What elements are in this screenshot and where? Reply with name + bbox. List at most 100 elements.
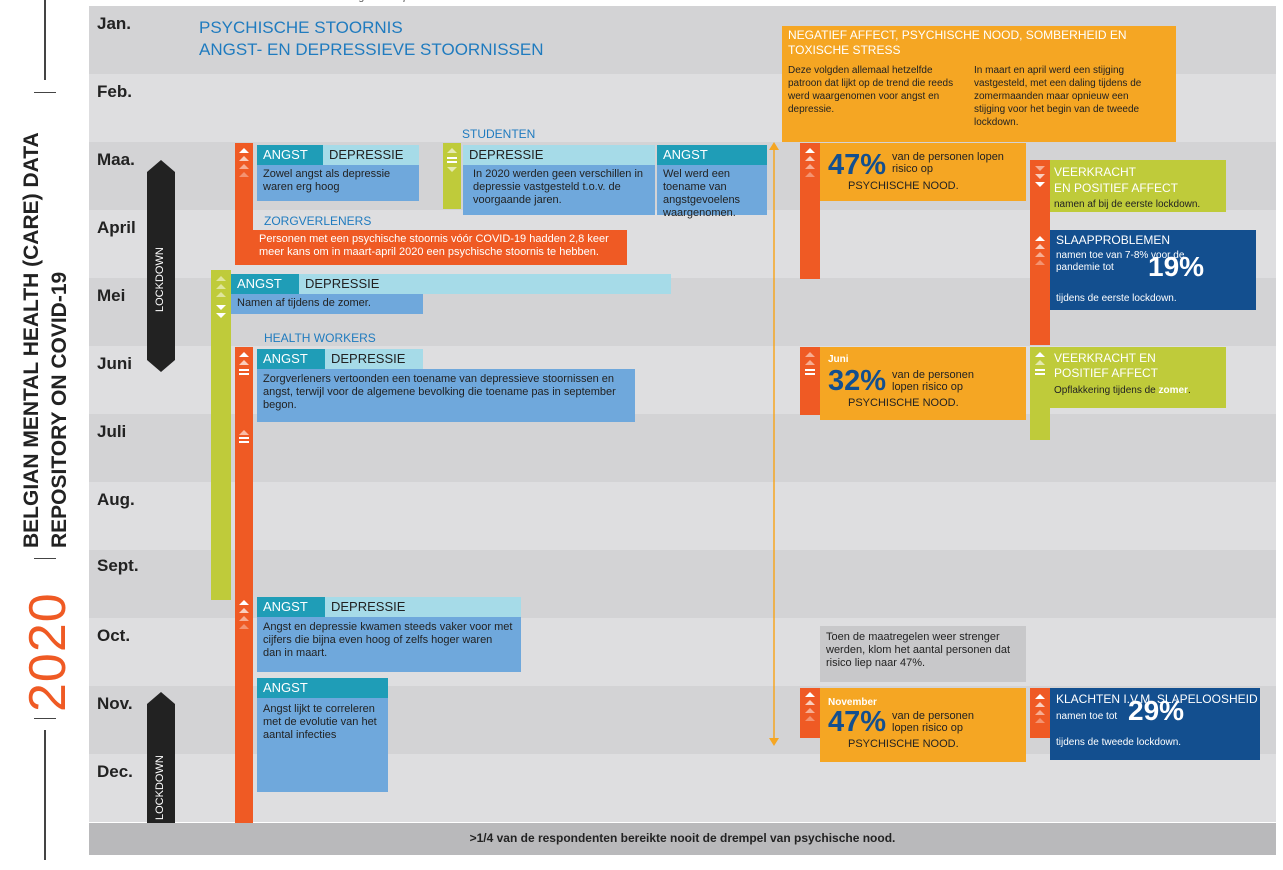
nood3-pct: 47% [828, 706, 887, 738]
veerkracht1-box: VEERKRACHT EN POSITIEF AFFECT namen af b… [1050, 160, 1226, 212]
veerkracht1-title1: VEERKRACHT [1054, 165, 1137, 179]
lockdown-marker-2 [147, 692, 175, 826]
maart-text-box: Zowel angst als depressie waren erg hoog [257, 165, 419, 201]
lockdown-label-2: LOCKDOWN [154, 755, 166, 820]
klachten-title: KLACHTEN I.V.M. SLAPELOOSHEID [1056, 692, 1258, 706]
nood2-box: Juni 32% van de personen lopen risico op… [820, 347, 1026, 420]
side-divider-mid [34, 558, 56, 559]
orange-bar-health [235, 347, 253, 823]
header-line2: ANGST- EN DEPRESSIEVE STOORNISSEN [199, 40, 544, 59]
down-arrows-icon [215, 276, 227, 326]
klachten-text2: tijdens de tweede lockdown. [1056, 737, 1182, 748]
side-year: 2020 [19, 592, 77, 712]
up-arrows-icon [238, 600, 250, 640]
health-angst-label: ANGST [257, 349, 325, 369]
up-arrows-icon [804, 148, 816, 188]
studenten-dep-text: In 2020 werden geen verschillen in depre… [473, 168, 644, 206]
sept-text-box: Angst en depressie kwamen steeds vaker v… [257, 617, 521, 672]
orange-bar-nood2 [800, 347, 820, 415]
slaap-title: SLAAPPROBLEMEN [1056, 233, 1171, 247]
health-text: Zorgverleners vertoonden een toename van… [263, 373, 616, 411]
month-label: Maa. [97, 150, 135, 169]
nood3-box: November 47% van de personen lopen risic… [820, 688, 1026, 762]
klachten-pct: 29% [1128, 695, 1185, 726]
nov-text: Angst lijkt te correleren met de evoluti… [263, 703, 377, 741]
slaap-pct: 19% [1148, 251, 1205, 282]
sept-text: Angst en depressie kwamen steeds vaker v… [263, 621, 513, 659]
month-label: Aug. [97, 490, 135, 509]
negatief-box: NEGATIEF AFFECT, PSYCHISCHE NOOD, SOMBER… [782, 26, 1176, 142]
studenten-depressie-label: DEPRESSIE [463, 145, 655, 165]
nov-angst-label: ANGST [257, 678, 388, 698]
klachten-text1: namen toe tot [1056, 711, 1118, 722]
studenten-angst-label: ANGST [657, 145, 767, 165]
veerkracht2-line: Opflakkering tijdens de zomer. [1054, 384, 1191, 397]
nood2-pct: 32% [828, 365, 887, 397]
nood1-text2: PSYCHISCHE NOOD. [848, 180, 959, 192]
up-arrows-icon [1034, 694, 1046, 734]
nood1-pct: 47% [828, 149, 887, 181]
up-arrows-icon [1034, 236, 1046, 276]
nov-text-box: Angst lijkt te correleren met de evoluti… [257, 698, 388, 792]
footer-bar: >1/4 van de respondenten bereikte nooit … [89, 823, 1276, 855]
strenger-box: Toen de maatregelen weer strenger werden… [820, 626, 1026, 682]
side-divider-top [44, 0, 46, 80]
nood3-month: November [828, 697, 877, 708]
lockdown-marker-1 [147, 160, 175, 372]
nood2-month: Juni [828, 354, 849, 365]
header-line1: PSYCHISCHE STOORNIS [199, 18, 403, 37]
sept-depressie-label: DEPRESSIE [325, 597, 521, 617]
maart-text: Zowel angst als depressie waren erg hoog [263, 168, 391, 193]
zorg-title: ZORGVERLENERS [264, 214, 372, 228]
health-title: HEALTH WORKERS [264, 331, 376, 345]
veerkracht1-title2: EN POSITIEF AFFECT [1054, 181, 1179, 195]
month-label: Nov. [97, 694, 133, 713]
veerkracht2-text: Opflakkering tijdens de [1054, 385, 1156, 396]
green-bar-studenten [443, 143, 461, 209]
top-caption: angst- en depressie [348, 0, 436, 3]
sept-angst-label: ANGST [257, 597, 325, 617]
mei-text: Namen af tijdens de zomer. [237, 297, 371, 309]
month-label: Feb. [97, 82, 132, 101]
up-arrows-icon [804, 352, 816, 392]
nood1-box: 47% van de personen lopen risico op PSYC… [820, 143, 1026, 201]
nood2-text2: PSYCHISCHE NOOD. [848, 397, 959, 409]
side-title-line2: REPOSITORY ON COVID-19 [48, 271, 71, 548]
nood3-text1: van de personen lopen risico op [892, 710, 974, 734]
nood2-text1: van de personen lopen risico op [892, 369, 974, 393]
studenten-angst-text: Wel werd een toename van angstgevoelens … [663, 168, 741, 219]
klachten-box: KLACHTEN I.V.M. SLAPELOOSHEID namen toe … [1050, 688, 1260, 760]
month-label: Jan. [97, 14, 132, 33]
timeline-arrow-icon [769, 142, 779, 746]
veerkracht2-dot: . [1187, 385, 1191, 396]
studenten-dep-box: In 2020 werden geen verschillen in depre… [463, 165, 655, 215]
veerkracht1-text: namen af bij de eerste lockdown. [1054, 199, 1201, 210]
up-arrows-icon [804, 692, 816, 732]
strenger-text: Toen de maatregelen weer strenger werden… [826, 631, 1011, 669]
equal-arrows-icon [446, 148, 458, 178]
slaap-text2: tijdens de eerste lockdown. [1056, 293, 1177, 304]
zorg-text: Personen met een psychische stoornis vóó… [259, 233, 609, 258]
health-text-box: Zorgverleners vertoonden een toename van… [257, 369, 635, 422]
veerkracht2-highlight: zomer [1158, 385, 1188, 396]
mei-depressie-label: DEPRESSIE [299, 274, 671, 294]
row-jul [89, 414, 1276, 482]
side-divider-line [44, 730, 46, 860]
nood3-text2: PSYCHISCHE NOOD. [848, 738, 959, 750]
negatief-title: NEGATIEF AFFECT, PSYCHISCHE NOOD, SOMBER… [788, 28, 1127, 57]
month-label: Juni [97, 354, 132, 373]
month-label: Mei [97, 286, 126, 305]
up-arrows-icon [1034, 352, 1046, 382]
month-label: Dec. [97, 762, 133, 781]
slaap-box: SLAAPPROBLEMEN namen toe van 7-8% voor d… [1050, 230, 1256, 310]
month-label: Juli [97, 422, 127, 441]
veerkracht2-title1: VEERKRACHT EN [1054, 351, 1156, 365]
negatief-col2: In maart en april werd een stijging vast… [974, 65, 1142, 128]
slaap-text1: namen toe van 7-8% voor de pandemie tot [1056, 250, 1185, 273]
month-label: Sept. [97, 556, 139, 575]
orange-bar-nood1 [800, 143, 820, 279]
up-arrows-icon [238, 352, 250, 388]
studenten-title: STUDENTEN [462, 127, 536, 141]
up-arrows-icon [238, 148, 250, 188]
down-arrows-icon [1034, 166, 1046, 196]
